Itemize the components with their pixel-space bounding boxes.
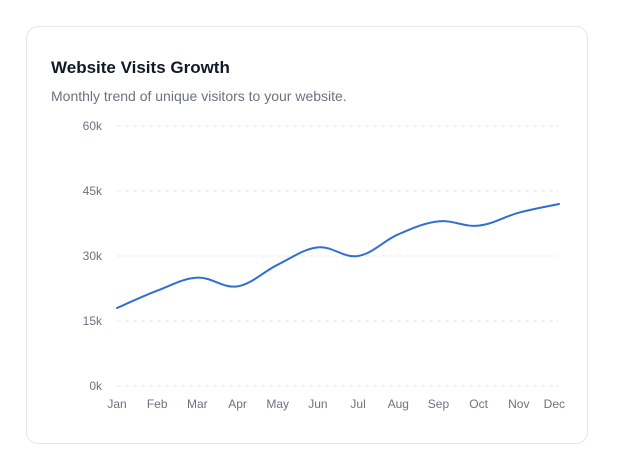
- y-tick-label: 45k: [83, 184, 103, 198]
- grid-lines: [117, 125, 559, 387]
- y-tick-label: 0k: [89, 379, 103, 393]
- x-tick-label: Sep: [428, 397, 450, 411]
- data-point-dec[interactable]: [553, 198, 565, 210]
- x-axis-ticks: Jan Feb Mar Apr May Jun Jul Aug Sep Oct Nov Dec: [107, 397, 565, 411]
- chart-subtitle: Monthly trend of unique visitors to your…: [51, 88, 347, 104]
- data-point-feb[interactable]: [151, 285, 163, 297]
- x-tick-label: Jan: [107, 397, 126, 411]
- x-tick-label: Oct: [469, 397, 488, 411]
- data-point-jan[interactable]: [111, 302, 123, 314]
- data-point-may[interactable]: [272, 259, 284, 271]
- x-tick-label: Dec: [544, 397, 565, 411]
- x-tick-label: Feb: [147, 397, 168, 411]
- chart-title: Website Visits Growth: [51, 58, 230, 77]
- x-tick-label: Nov: [508, 397, 529, 411]
- x-tick-label: May: [266, 397, 289, 411]
- x-tick-label: Mar: [187, 397, 208, 411]
- data-point-jun[interactable]: [312, 241, 324, 253]
- data-point-aug[interactable]: [392, 228, 404, 240]
- x-tick-label: Apr: [228, 397, 247, 411]
- x-tick-label: Jul: [350, 397, 365, 411]
- y-tick-label: 60k: [83, 119, 103, 133]
- y-tick-label: 30k: [83, 249, 103, 263]
- series-layer: [111, 198, 565, 314]
- y-axis-ticks: 0k 15k 30k 45k 60k: [83, 119, 103, 393]
- y-tick-label: 15k: [83, 314, 103, 328]
- data-point-mar[interactable]: [191, 272, 203, 284]
- data-point-apr[interactable]: [232, 280, 244, 292]
- data-point-nov[interactable]: [513, 207, 525, 219]
- data-point-sep[interactable]: [432, 215, 444, 227]
- x-tick-label: Jun: [308, 397, 327, 411]
- series-line: [116, 203, 560, 309]
- x-tick-label: Aug: [388, 397, 409, 411]
- data-point-jul[interactable]: [352, 250, 364, 262]
- data-point-oct[interactable]: [473, 220, 485, 232]
- chart-card: [26, 26, 588, 444]
